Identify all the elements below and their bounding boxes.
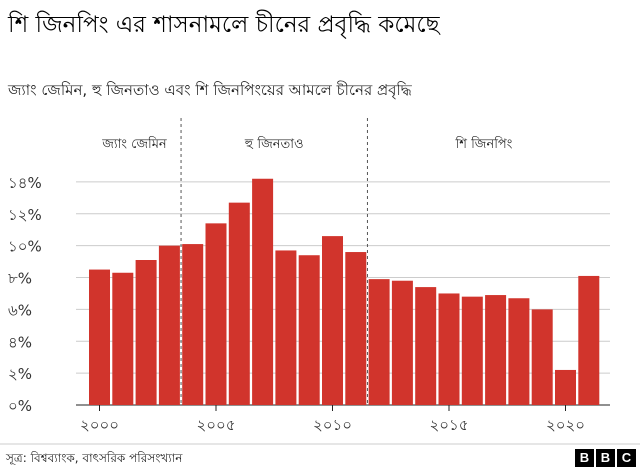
bar-2016 (461, 296, 483, 405)
y-tick-label: ১২% (8, 206, 42, 224)
x-tick-label: ২০১৫ (430, 416, 469, 434)
logo-letter: B (575, 449, 594, 467)
x-tick-label: ২০০০ (80, 416, 119, 434)
bar-2003 (158, 245, 180, 405)
bar-2001 (112, 272, 134, 405)
bar-2007 (252, 178, 274, 405)
y-tick-label: ১০% (8, 238, 42, 256)
era-label: জ্যাং জেমিন (101, 136, 167, 152)
bar-2014 (415, 287, 437, 405)
y-tick-label: ৮% (8, 270, 32, 288)
bbc-logo: B B C (575, 449, 636, 467)
bar-2006 (228, 202, 250, 405)
logo-letter: C (617, 449, 636, 467)
y-tick-label: ৪% (8, 333, 32, 351)
bar-2008 (275, 250, 297, 405)
bar-2018 (508, 298, 530, 405)
source-note: সূত্র: বিশ্বব্যাংক, বাৎসরিক পরিসংখ্যান (6, 451, 183, 465)
bar-2021 (578, 275, 600, 405)
bar-2002 (135, 260, 157, 405)
chart-subtitle: জ্যাং জেমিন, হু জিনতাও এবং শি জিনপিংয়ের… (8, 81, 412, 99)
chart-title: শি জিনপিং এর শাসনামলে চীনের প্রবৃদ্ধি কম… (8, 12, 440, 38)
bar-2000 (89, 269, 110, 405)
era-label: শি জিনপিং (455, 136, 513, 152)
bar-2015 (438, 293, 460, 405)
y-tick-label: ০% (8, 397, 32, 415)
bar-2009 (298, 255, 320, 405)
bar-2004 (182, 244, 204, 405)
bar-2013 (391, 280, 413, 405)
bar-2011 (345, 252, 367, 405)
x-tick-label: ২০২০ (546, 416, 585, 434)
x-tick-label: ২০০৫ (197, 416, 236, 434)
x-tick-label: ২০১০ (313, 416, 352, 434)
y-tick-label: ১৪% (8, 174, 42, 192)
bar-2005 (205, 223, 227, 405)
bar-2017 (485, 295, 507, 405)
bar-2019 (531, 309, 553, 405)
bar-2012 (368, 279, 390, 405)
bar-2010 (322, 236, 343, 405)
era-label: হু জিনতাও (244, 136, 304, 152)
y-tick-label: ২% (8, 365, 32, 383)
bar-2020 (555, 369, 576, 405)
logo-letter: B (596, 449, 615, 467)
y-tick-label: ৬% (8, 301, 32, 319)
